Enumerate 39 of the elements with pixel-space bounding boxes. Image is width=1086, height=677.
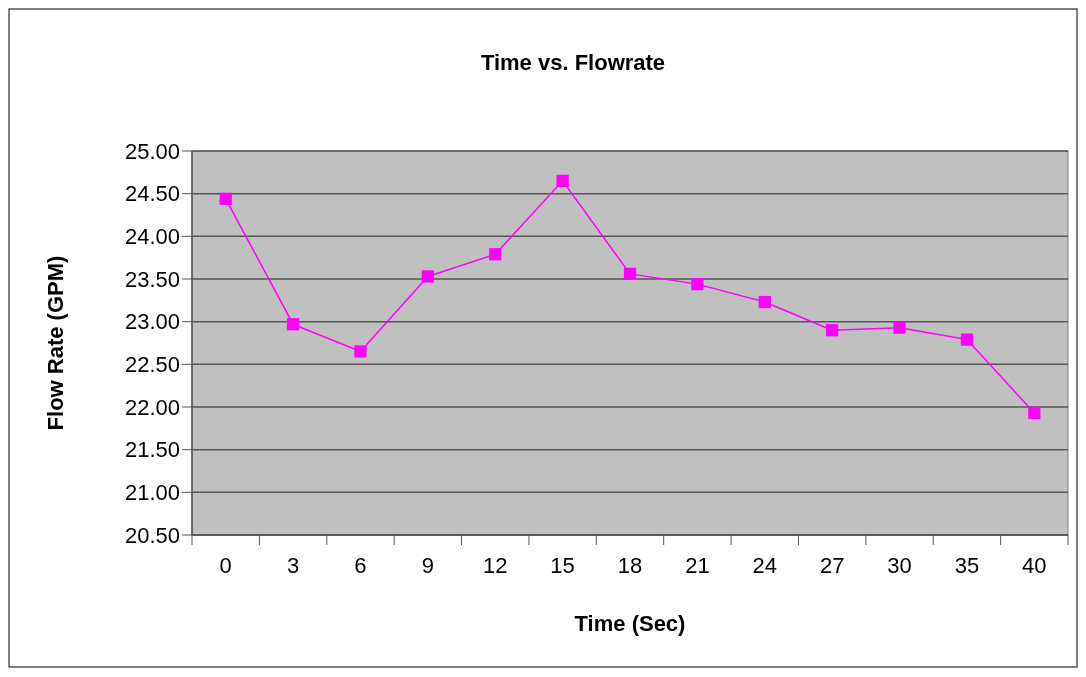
point — [556, 174, 569, 187]
y-tick-label: 23.50 — [124, 266, 180, 292]
y-tick-label: 24.00 — [124, 224, 180, 250]
x-tick-label: 18 — [617, 552, 643, 578]
x-tick-label: 15 — [550, 552, 575, 578]
chart-title: Time vs. Flowrate — [480, 50, 666, 75]
y-tick-label: 22.50 — [124, 352, 180, 378]
x-tick-label: 21 — [685, 552, 710, 578]
point — [286, 318, 300, 331]
x-tick-label: 12 — [482, 552, 508, 578]
point — [691, 278, 704, 291]
y-tick-label: 25.00 — [124, 138, 180, 164]
point — [758, 295, 771, 309]
y-tick-label: 21.00 — [124, 480, 180, 506]
x-tick-label: 9 — [421, 552, 434, 578]
x-tick-label: 6 — [354, 552, 367, 578]
x-tick-label: 24 — [752, 552, 778, 578]
y-tick-label: 21.50 — [124, 437, 180, 463]
point — [826, 324, 839, 337]
y-axis-title: Flow Rate (GPM) — [43, 255, 68, 431]
x-tick-label: 0 — [219, 552, 232, 578]
point — [623, 267, 637, 280]
point — [893, 321, 906, 334]
point — [1028, 406, 1041, 420]
point — [421, 270, 434, 283]
x-tick-label: 40 — [1022, 552, 1047, 578]
y-tick-label: 20.50 — [124, 522, 180, 548]
x-tick-label: 3 — [286, 552, 300, 578]
point — [489, 248, 502, 261]
x-tick-label: 30 — [887, 552, 912, 578]
x-tick-label: 27 — [819, 552, 845, 578]
y-tick-label: 23.00 — [124, 309, 180, 335]
y-tick-label: 22.00 — [124, 394, 180, 420]
point — [354, 345, 367, 358]
x-tick-label: 35 — [954, 552, 980, 578]
point — [219, 192, 232, 205]
y-tick-label: 24.50 — [124, 181, 180, 207]
x-axis-title: Time (Sec) — [574, 611, 686, 636]
point — [960, 333, 974, 346]
